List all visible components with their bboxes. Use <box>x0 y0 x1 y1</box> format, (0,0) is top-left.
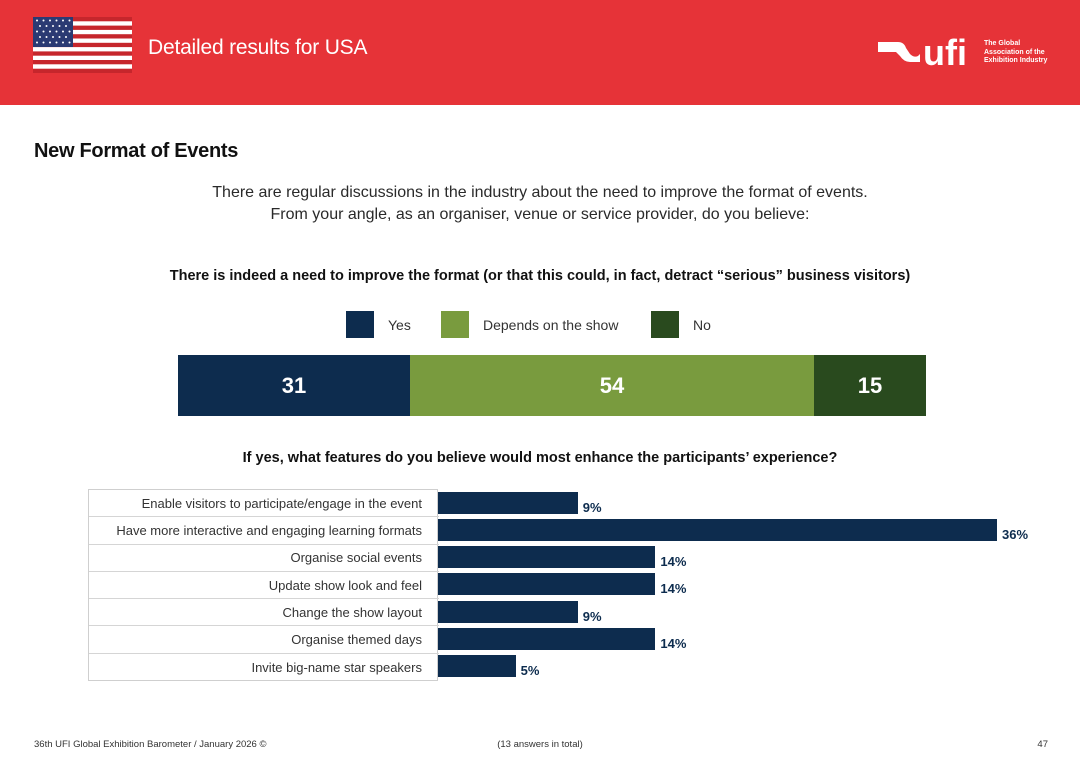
section-title: New Format of Events <box>34 140 239 162</box>
category-label: Change the show layout <box>89 599 439 627</box>
hbar <box>438 491 578 514</box>
hbar-value-label: 14% <box>660 581 687 597</box>
usa-flag-icon <box>33 17 132 73</box>
ufi-logo-mark-icon <box>878 42 920 62</box>
hbar <box>438 600 578 623</box>
category-label: Organise themed days <box>89 627 439 654</box>
legend-swatch-yes <box>346 311 374 338</box>
hbar-value-label: 9% <box>582 499 602 515</box>
header-banner: Detailed results for USA ufi The Global … <box>0 0 1080 105</box>
hbar <box>438 518 997 541</box>
legend-item-depends: Depends on the show <box>441 311 618 338</box>
logo-tagline-line: The Global <box>984 40 1021 47</box>
category-label: Organise social events <box>89 545 439 572</box>
ufi-logo-text: ufi <box>923 32 967 72</box>
logo-tagline: The Global Association of the Exhibition… <box>984 40 1074 66</box>
hbar-chart-title: If yes, what features do you believe wou… <box>242 450 838 466</box>
stacked-bar: 31 54 15 <box>178 355 926 416</box>
stacked-segment-yes: 31 <box>178 355 410 416</box>
category-label: Update show look and feel <box>89 572 439 600</box>
hbar-value-label: 9% <box>582 608 602 624</box>
ufi-logo: ufi <box>878 32 967 72</box>
hbar <box>438 546 656 569</box>
category-label: Have more interactive and engaging learn… <box>89 517 439 545</box>
footer-answers-note: (13 answers in total) <box>497 739 583 750</box>
question-line-1: There are regular discussions in the ind… <box>212 184 868 201</box>
category-label: Enable visitors to participate/engage in… <box>89 490 439 518</box>
category-label: Invite big-name star speakers <box>251 659 422 675</box>
hbar <box>438 655 516 678</box>
hbar <box>438 628 656 650</box>
legend-label-no: No <box>693 316 711 333</box>
page-number: 47 <box>1037 739 1048 750</box>
footer-source: 36th UFI Global Exhibition Barometer / J… <box>34 739 267 750</box>
hbar-value-label: 14% <box>660 554 687 570</box>
hbar-value-label: 14% <box>660 636 687 651</box>
hbar-value-label: 5% <box>520 663 540 679</box>
legend-swatch-depends <box>441 311 469 338</box>
hbar <box>438 573 656 596</box>
logo-tagline-line: Association of the <box>984 48 1045 56</box>
category-label-table: Enable visitors to participate/engage in… <box>88 489 439 681</box>
legend-label-depends: Depends on the show <box>483 316 619 333</box>
legend-item-no: No <box>651 311 711 338</box>
stacked-segment-no: 15 <box>814 355 926 416</box>
legend-swatch-no <box>651 311 679 338</box>
stacked-segment-depends-on-the-show: 54 <box>410 355 814 416</box>
legend-label-yes: Yes <box>388 316 411 333</box>
header-title: Detailed results for USA <box>148 36 368 59</box>
logo-tagline-line: Exhibition Industry <box>984 57 1048 64</box>
legend-item-yes: Yes <box>346 311 411 338</box>
hbar-value-label: 36% <box>1002 526 1029 542</box>
stacked-chart-title: There is indeed a need to improve the fo… <box>169 268 911 284</box>
question-line-2: From your angle, as an organiser, venue … <box>270 206 810 223</box>
